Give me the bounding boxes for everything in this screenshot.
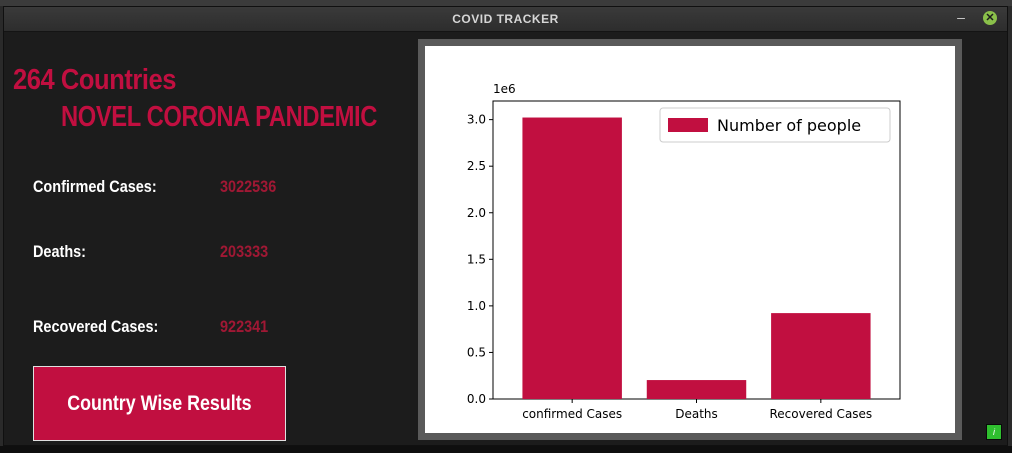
legend-box [659,107,891,143]
recovered-label: Recovered Cases: [33,317,159,336]
bar [646,380,747,399]
minimize-icon[interactable]: – [957,9,965,25]
bars-group [522,117,871,399]
app-window: COVID TRACKER – ✕ 264 Countries NOVEL CO… [3,6,1008,446]
bar [522,117,622,399]
legend-label: Number of people [717,116,861,135]
bar-chart: 0.0 0.5 1.0 1.5 2.0 2.5 3.0 confirmed Cases Dea… [467,82,901,421]
country-wise-results-button[interactable]: Country Wise Results [33,366,286,441]
x-tick-label: confirmed Cases [522,407,622,421]
x-tick-label: Recovered Cases [769,407,872,421]
x-tick-label: Deaths [675,407,718,421]
y-tick-label: 2.0 [467,206,486,220]
y-scale-label: 1e6 [493,82,516,96]
deaths-value: 203333 [220,242,269,261]
deaths-label: Deaths: [33,242,87,261]
pandemic-heading: NOVEL CORONA PANDEMIC [61,101,377,133]
countries-heading: 264 Countries [13,64,177,96]
title-bar[interactable]: COVID TRACKER – ✕ [4,7,1007,32]
y-tick-label: 1.0 [467,299,486,313]
country-wise-results-label: Country Wise Results [67,392,252,415]
chart-legend: Number of people [659,107,891,143]
confirmed-value: 3022536 [220,177,277,196]
y-tick-label: 2.5 [467,159,486,173]
x-axis-ticks: confirmed Cases Deaths Recovered Cases [522,399,872,421]
chart-frame: 0.0 0.5 1.0 1.5 2.0 2.5 3.0 confirmed Cases Dea… [418,39,962,440]
chart-canvas: 0.0 0.5 1.0 1.5 2.0 2.5 3.0 confirmed Cases Dea… [425,46,955,433]
recovered-value: 922341 [220,317,269,336]
close-icon[interactable]: ✕ [983,11,997,25]
window-title: COVID TRACKER [452,12,559,26]
desktop-background [0,0,1012,6]
y-tick-label: 0.5 [467,345,486,359]
y-tick-label: 0.0 [467,392,486,406]
y-tick-label: 3.0 [467,113,486,127]
legend-swatch [668,118,708,132]
confirmed-label: Confirmed Cases: [33,177,157,196]
taskbar-strip [0,446,1012,453]
bar [771,313,871,399]
y-axis-ticks: 0.0 0.5 1.0 1.5 2.0 2.5 3.0 [467,113,493,406]
y-tick-label: 1.5 [467,252,486,266]
info-icon[interactable]: i [986,424,1002,440]
